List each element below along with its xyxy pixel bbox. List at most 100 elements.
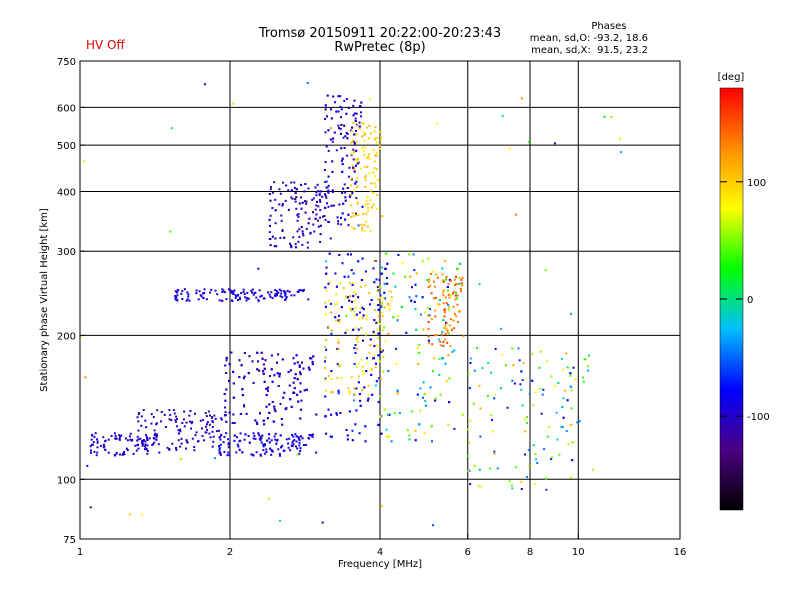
- data-point: [583, 358, 586, 361]
- data-point: [423, 432, 426, 435]
- data-point: [449, 318, 452, 321]
- data-point: [431, 440, 433, 443]
- x-tick-label: 8: [527, 547, 533, 558]
- data-point: [296, 453, 299, 456]
- data-point: [456, 320, 459, 323]
- phase-stats-x: mean, sd,X: 91.5, 23.2: [531, 45, 648, 56]
- data-point: [330, 435, 333, 438]
- data-point: [179, 428, 182, 431]
- data-point: [102, 436, 105, 439]
- data-point: [237, 445, 240, 448]
- data-point: [377, 332, 380, 335]
- data-point: [346, 187, 349, 189]
- data-point: [354, 327, 357, 330]
- data-point: [379, 395, 382, 398]
- data-point: [330, 311, 333, 314]
- data-point: [280, 289, 283, 292]
- data-point: [80, 335, 82, 338]
- data-point: [377, 336, 380, 339]
- data-point: [86, 464, 89, 467]
- data-point: [467, 428, 469, 431]
- data-point: [368, 124, 371, 127]
- data-point: [173, 412, 176, 415]
- data-point: [487, 361, 490, 364]
- data-point: [348, 390, 351, 393]
- data-point: [542, 388, 545, 391]
- data-point: [152, 443, 155, 446]
- data-point: [428, 278, 431, 281]
- data-point: [500, 327, 503, 330]
- data-point: [319, 241, 322, 243]
- data-point: [327, 149, 330, 152]
- data-point: [336, 413, 338, 416]
- data-point: [353, 99, 356, 102]
- data-point: [562, 368, 565, 371]
- data-point: [176, 299, 179, 302]
- data-point: [355, 347, 358, 350]
- data-point: [441, 357, 444, 360]
- data-point: [180, 442, 183, 445]
- data-point: [259, 454, 262, 457]
- data-point: [205, 415, 208, 418]
- data-point: [278, 375, 281, 378]
- data-point: [442, 289, 445, 292]
- data-point: [459, 288, 462, 290]
- data-point: [551, 456, 553, 459]
- data-point: [357, 328, 360, 331]
- data-point: [384, 340, 387, 343]
- data-point: [326, 202, 328, 205]
- data-point: [396, 389, 399, 392]
- data-point: [298, 365, 301, 368]
- data-point: [415, 295, 418, 298]
- data-point: [225, 372, 228, 374]
- data-point: [328, 221, 330, 223]
- data-point: [176, 418, 178, 421]
- data-point: [351, 164, 354, 167]
- data-point: [355, 180, 358, 183]
- data-point: [294, 243, 297, 246]
- data-point: [325, 145, 328, 148]
- data-point: [193, 449, 196, 452]
- data-point: [206, 421, 209, 424]
- phase-stats-title: Phases: [591, 21, 627, 32]
- data-point: [327, 299, 330, 302]
- data-point: [352, 291, 355, 294]
- data-point: [377, 304, 380, 306]
- data-point: [253, 435, 256, 437]
- data-point: [93, 450, 96, 453]
- data-point: [441, 330, 444, 333]
- data-point: [233, 434, 236, 437]
- data-point: [447, 354, 450, 357]
- data-point: [343, 124, 346, 127]
- data-point: [369, 98, 372, 101]
- data-point: [337, 392, 340, 395]
- data-point: [290, 189, 293, 192]
- data-point: [388, 413, 391, 416]
- data-point: [280, 214, 283, 217]
- data-point: [375, 380, 378, 383]
- data-point: [440, 333, 443, 336]
- data-point: [176, 289, 179, 292]
- data-point: [383, 408, 386, 411]
- data-point: [183, 425, 186, 428]
- data-point: [278, 372, 281, 375]
- data-point: [319, 199, 321, 202]
- data-point: [344, 135, 347, 138]
- data-point: [224, 414, 227, 417]
- data-point: [364, 179, 367, 182]
- data-point: [372, 267, 375, 270]
- data-point: [301, 201, 304, 204]
- data-point: [355, 133, 358, 136]
- data-point: [543, 448, 546, 451]
- data-point: [225, 359, 228, 362]
- data-point: [306, 82, 309, 84]
- data-point: [305, 388, 308, 391]
- data-point: [418, 344, 421, 346]
- data-point: [355, 387, 358, 390]
- data-point: [423, 393, 426, 396]
- data-point: [449, 345, 452, 347]
- data-point: [538, 366, 541, 369]
- data-point: [302, 367, 305, 370]
- data-point: [435, 334, 438, 337]
- data-point: [348, 307, 351, 310]
